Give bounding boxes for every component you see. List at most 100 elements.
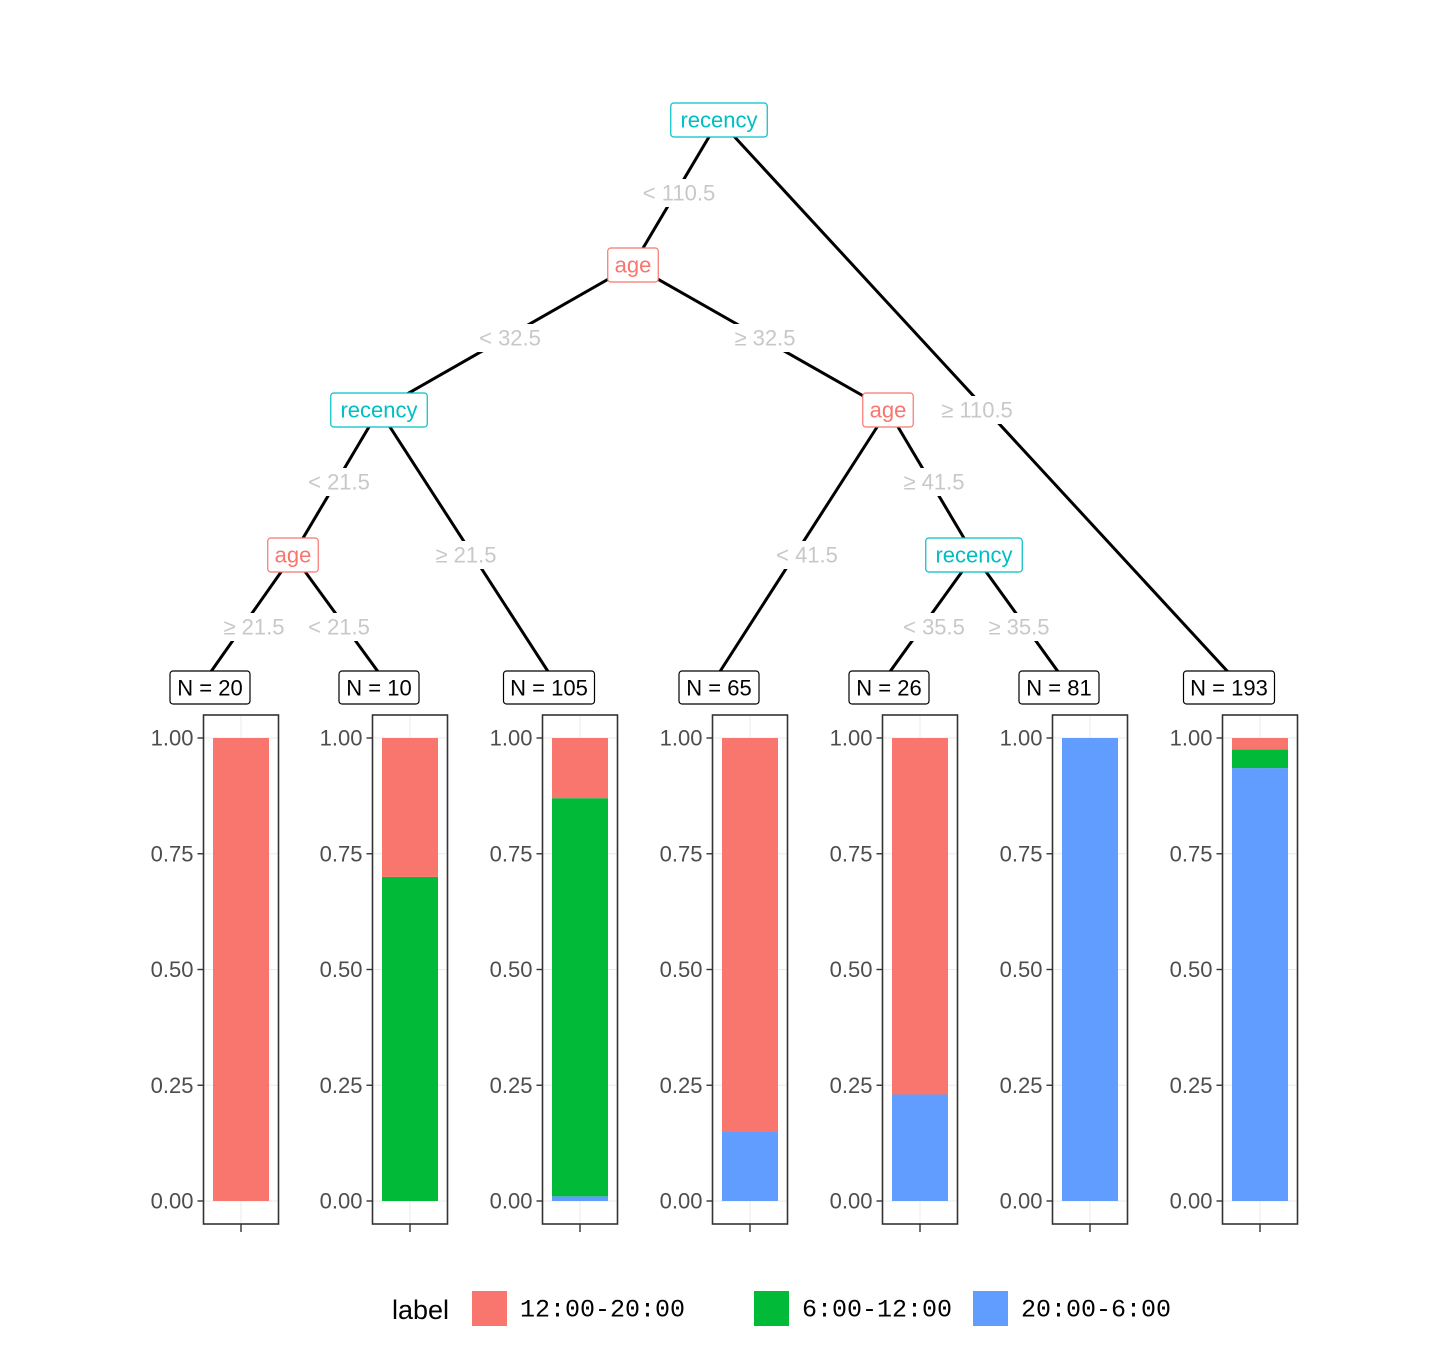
tree-edge-labels: < 110.5 ≥ 110.5 < 32.5 ≥ 32.5 < 21.5 ≥ 21.5 ≥ …: [215, 179, 1058, 641]
split-node-n1-label: recency: [680, 108, 757, 133]
bar-segment-7-12:00-20:00: [1232, 738, 1288, 750]
split-node-n1-box: [670, 102, 768, 138]
bar-segment-6-20:00-6:00: [1062, 738, 1118, 1201]
edge-label-n4-L2: < 21.5: [308, 615, 370, 640]
y-tick-label: 0.25: [151, 1073, 194, 1098]
leaf-panel-4: N = 65 0.00 0.25 0.50 0.75 1.00: [660, 670, 789, 1232]
y-tick-label: 0.00: [490, 1189, 533, 1214]
split-node-n2-label: age: [615, 253, 652, 278]
edge-label-bg: [427, 541, 505, 569]
legend: label 12:00-20:00 6:00-12:00 20:00-6:00: [392, 1291, 1171, 1326]
leaf-panels: N = 20 0.00 0.25 0.50 0.75 1.00 N = 10 0.00 0.25…: [151, 670, 1299, 1232]
legend-key-1: [472, 1291, 507, 1326]
edge-label-bg: [300, 468, 378, 496]
edge-label-n5-L4: < 41.5: [776, 543, 838, 568]
edge-label-bg: [980, 613, 1058, 641]
leaf-count-box: [1182, 670, 1276, 705]
bar-segment-2-12:00-20:00: [382, 738, 438, 877]
y-tick-label: 0.50: [151, 957, 194, 982]
leaf-count-label: N = 65: [686, 676, 751, 701]
split-node-n3-label: recency: [340, 398, 417, 423]
edge-label-bg: [634, 179, 724, 207]
split-node-n6-box: [925, 537, 1023, 573]
y-tick-label: 0.25: [1000, 1073, 1043, 1098]
split-node-n6-label: recency: [935, 543, 1012, 568]
split-node-n5-box: [862, 392, 914, 428]
y-tick-label: 0.25: [1170, 1073, 1213, 1098]
y-tick-label: 1.00: [320, 726, 363, 751]
leaf-panel-5: N = 26 0.00 0.25 0.50 0.75 1.00: [830, 670, 959, 1232]
legend-key-3: [973, 1291, 1008, 1326]
y-tick-label: 0.00: [830, 1189, 873, 1214]
y-tick-label: 1.00: [490, 726, 533, 751]
leaf-panel-2: N = 10 0.00 0.25 0.50 0.75 1.00: [320, 670, 449, 1232]
bar-segment-7-6:00-12:00: [1232, 749, 1288, 769]
edge-label-n3-n4: < 21.5: [308, 470, 370, 495]
leaf-count-label: N = 193: [1190, 676, 1268, 701]
edge-label-n5-n6: ≥ 41.5: [903, 470, 964, 495]
y-tick-label: 0.50: [830, 957, 873, 982]
leaf-panel-3: N = 105 0.00 0.25 0.50 0.75 1.00: [490, 670, 619, 1232]
edge-label-bg: [932, 396, 1022, 424]
leaf-panel-1: N = 20 0.00 0.25 0.50 0.75 1.00: [151, 670, 280, 1232]
edge-label-n3-L3: ≥ 21.5: [435, 543, 496, 568]
leaf-count-label: N = 105: [510, 676, 588, 701]
y-tick-label: 0.00: [320, 1189, 363, 1214]
edge-label-bg: [726, 324, 804, 352]
leaf-count-label: N = 10: [346, 676, 411, 701]
y-tick-label: 0.75: [660, 841, 703, 866]
edge-label-n6-L6: ≥ 35.5: [988, 615, 1049, 640]
leaf-count-box: [1018, 670, 1100, 705]
y-tick-label: 0.50: [1170, 957, 1213, 982]
y-tick-label: 0.50: [490, 957, 533, 982]
tree-split-nodes: recency age recency age age recency: [267, 102, 1023, 573]
edge-label-n2-n3: < 32.5: [479, 326, 541, 351]
edge-label-bg: [300, 613, 378, 641]
edge-label-bg: [895, 468, 973, 496]
y-tick-label: 0.00: [1170, 1189, 1213, 1214]
bar-segment-5-12:00-20:00: [892, 738, 948, 1095]
split-node-n2-box: [607, 247, 659, 283]
y-tick-label: 0.25: [320, 1073, 363, 1098]
edge-label-n2-n5: ≥ 32.5: [734, 326, 795, 351]
bar-segment-3-12:00-20:00: [552, 738, 608, 799]
legend-title: label: [392, 1295, 449, 1325]
y-tick-label: 0.25: [490, 1073, 533, 1098]
legend-key-2: [754, 1291, 789, 1326]
y-tick-label: 1.00: [151, 726, 194, 751]
leaf-count-label: N = 20: [177, 676, 242, 701]
y-tick-label: 0.75: [1000, 841, 1043, 866]
y-tick-label: 0.75: [830, 841, 873, 866]
y-tick-label: 1.00: [1170, 726, 1213, 751]
split-node-n4-box: [267, 537, 319, 573]
bar-segment-1-12:00-20:00: [213, 738, 269, 1201]
edge-label-n1-n2: < 110.5: [643, 181, 715, 206]
legend-label-1: 12:00-20:00: [520, 1296, 685, 1325]
bar-segment-2-6:00-12:00: [382, 876, 438, 1201]
split-node-n5-label: age: [870, 398, 907, 423]
leaf-count-box: [848, 670, 930, 705]
legend-label-2: 6:00-12:00: [802, 1296, 952, 1325]
bar-segment-4-20:00-6:00: [722, 1131, 778, 1201]
split-node-n4-label: age: [275, 543, 312, 568]
leaf-panel-7: N = 193 0.00 0.25 0.50 0.75 1.00: [1170, 670, 1299, 1232]
y-tick-label: 0.75: [1170, 841, 1213, 866]
y-tick-label: 0.25: [660, 1073, 703, 1098]
leaf-panel-6: N = 81 0.00 0.25 0.50 0.75 1.00: [1000, 670, 1129, 1232]
y-tick-label: 1.00: [1000, 726, 1043, 751]
leaf-count-box: [338, 670, 420, 705]
y-tick-label: 0.75: [490, 841, 533, 866]
bar-segment-3-6:00-12:00: [552, 798, 608, 1197]
y-tick-label: 1.00: [830, 726, 873, 751]
edge-label-n1-L7: ≥ 110.5: [941, 398, 1013, 423]
edge-label-bg: [768, 541, 846, 569]
y-tick-label: 0.00: [151, 1189, 194, 1214]
y-tick-label: 0.50: [660, 957, 703, 982]
y-tick-label: 0.50: [1000, 957, 1043, 982]
leaf-count-box: [502, 670, 596, 705]
edge-label-bg: [895, 613, 973, 641]
y-tick-label: 1.00: [660, 726, 703, 751]
y-tick-label: 0.00: [1000, 1189, 1043, 1214]
edge-label-n6-L5: < 35.5: [903, 615, 965, 640]
